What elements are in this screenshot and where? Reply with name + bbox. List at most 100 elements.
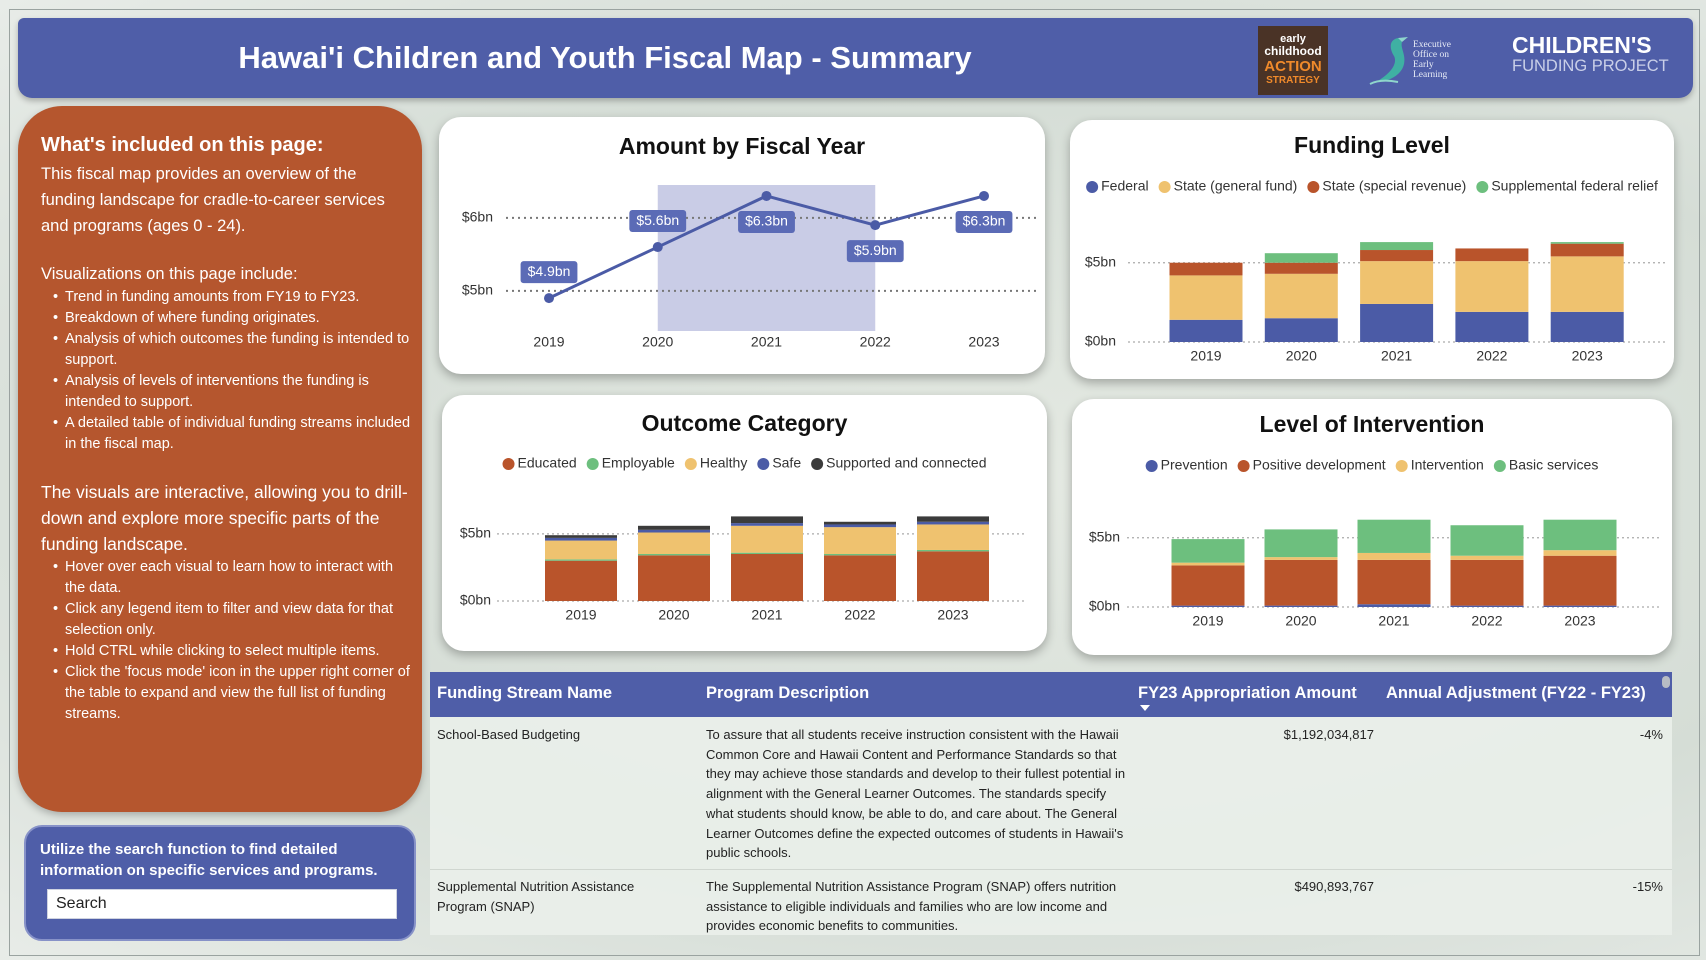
bar-segment[interactable] bbox=[1171, 565, 1245, 606]
column-header[interactable]: Program Description bbox=[706, 684, 870, 702]
bar-segment[interactable] bbox=[731, 552, 803, 554]
bar-segment[interactable] bbox=[1169, 262, 1243, 276]
bar-segment[interactable] bbox=[824, 524, 896, 528]
logo-text: STRATEGY bbox=[1266, 75, 1320, 86]
bar-segment[interactable] bbox=[1169, 275, 1243, 320]
bar-segment[interactable] bbox=[1543, 550, 1617, 556]
bar-segment[interactable] bbox=[731, 525, 803, 553]
y-tick-label: $6bn bbox=[462, 209, 493, 225]
bar-segment[interactable] bbox=[1264, 529, 1338, 558]
bar-segment[interactable] bbox=[1169, 319, 1243, 342]
bar-segment[interactable] bbox=[1550, 256, 1624, 312]
legend-swatch bbox=[1086, 181, 1099, 193]
point[interactable] bbox=[870, 220, 881, 231]
legend-item[interactable]: Supplemental federal relief bbox=[1476, 178, 1658, 194]
legend-item[interactable]: Positive development bbox=[1237, 457, 1386, 473]
bar-segment[interactable] bbox=[1357, 519, 1431, 553]
x-tick-label: 2020 bbox=[658, 607, 689, 623]
legend-item[interactable]: Employable bbox=[586, 455, 675, 471]
legend-item[interactable]: Prevention bbox=[1145, 457, 1228, 473]
bar-segment[interactable] bbox=[824, 521, 896, 525]
sort-arrow[interactable] bbox=[1140, 705, 1150, 712]
value-label-box bbox=[955, 210, 1013, 233]
bar-segment[interactable] bbox=[1450, 525, 1524, 556]
bar-segment[interactable] bbox=[1171, 539, 1245, 563]
legend-item[interactable]: Basic services bbox=[1493, 457, 1598, 473]
legend-item[interactable]: Intervention bbox=[1395, 457, 1484, 473]
point[interactable] bbox=[652, 242, 663, 253]
bar-segment[interactable] bbox=[1450, 559, 1524, 606]
bar-segment[interactable] bbox=[545, 537, 617, 541]
bar-segment[interactable] bbox=[1360, 303, 1434, 342]
bar-segment[interactable] bbox=[545, 540, 617, 560]
bar-segment[interactable] bbox=[545, 560, 617, 601]
column-header[interactable]: Annual Adjustment (FY22 - FY23) bbox=[1386, 684, 1646, 702]
bar-segment[interactable] bbox=[917, 516, 989, 522]
bar-segment[interactable] bbox=[1455, 248, 1529, 262]
bar-segment[interactable] bbox=[638, 555, 710, 601]
column-header[interactable]: Funding Stream Name bbox=[437, 684, 613, 702]
search-input[interactable]: Search bbox=[47, 889, 397, 919]
x-tick-label: 2020 bbox=[1286, 348, 1317, 364]
bar-segment[interactable] bbox=[1264, 273, 1338, 319]
bar-segment[interactable] bbox=[1264, 253, 1338, 263]
legend-label: Educated bbox=[518, 455, 577, 471]
logo-text: CHILDREN'S bbox=[1512, 32, 1652, 58]
bar-segment[interactable] bbox=[731, 516, 803, 524]
bar-segment[interactable] bbox=[1264, 318, 1338, 342]
bar-segment[interactable] bbox=[1357, 552, 1431, 560]
bar-segment[interactable] bbox=[1543, 605, 1617, 607]
legend-item[interactable]: State (special revenue) bbox=[1307, 178, 1466, 194]
bar-segment[interactable] bbox=[545, 559, 617, 561]
y-tick-label: $0bn bbox=[1085, 333, 1116, 349]
point[interactable] bbox=[761, 190, 772, 201]
bar-segment[interactable] bbox=[824, 554, 896, 556]
bar-segment[interactable] bbox=[1543, 555, 1617, 606]
bar-segment[interactable] bbox=[1264, 262, 1338, 274]
bar-segment[interactable] bbox=[1171, 605, 1245, 607]
bar-segment[interactable] bbox=[1455, 311, 1529, 342]
bar-segment[interactable] bbox=[1550, 242, 1624, 244]
bar-segment[interactable] bbox=[1455, 261, 1529, 312]
bar-segment[interactable] bbox=[1550, 311, 1624, 342]
bar-segment[interactable] bbox=[638, 525, 710, 530]
bar-segment[interactable] bbox=[917, 549, 989, 552]
value-label-box bbox=[520, 261, 578, 284]
bar-segment[interactable] bbox=[731, 554, 803, 601]
bar-segment[interactable] bbox=[1543, 519, 1617, 551]
legend-label: Supplemental federal relief bbox=[1491, 178, 1658, 194]
bar-segment[interactable] bbox=[1357, 604, 1431, 607]
legend-item[interactable]: Healthy bbox=[684, 455, 747, 471]
legend-item[interactable]: Safe bbox=[757, 455, 801, 471]
bar-segment[interactable] bbox=[1264, 559, 1338, 606]
logo-text: Learning bbox=[1413, 70, 1448, 80]
bar-segment[interactable] bbox=[1450, 605, 1524, 607]
legend-item[interactable]: State (general fund) bbox=[1158, 178, 1298, 194]
bar-segment[interactable] bbox=[917, 521, 989, 525]
bar-segment[interactable] bbox=[1171, 562, 1245, 566]
bar-segment[interactable] bbox=[824, 527, 896, 554]
bar-segment[interactable] bbox=[824, 555, 896, 601]
scrollbar[interactable] bbox=[1662, 676, 1670, 688]
bar-segment[interactable] bbox=[638, 532, 710, 554]
point[interactable] bbox=[979, 190, 989, 201]
bar-segment[interactable] bbox=[1450, 555, 1524, 560]
legend-item[interactable]: Federal bbox=[1086, 178, 1149, 194]
bar-segment[interactable] bbox=[545, 535, 617, 538]
point[interactable] bbox=[544, 293, 554, 304]
legend-item[interactable]: Educated bbox=[502, 455, 577, 471]
bar-segment[interactable] bbox=[1550, 243, 1624, 257]
bar-segment[interactable] bbox=[1357, 559, 1431, 605]
bar-segment[interactable] bbox=[638, 554, 710, 556]
bar-segment[interactable] bbox=[1360, 242, 1434, 251]
bar-segment[interactable] bbox=[1360, 261, 1434, 304]
bar-segment[interactable] bbox=[1264, 605, 1338, 607]
bar-segment[interactable] bbox=[917, 524, 989, 550]
column-header[interactable]: FY23 Appropriation Amount bbox=[1138, 684, 1357, 702]
bar-segment[interactable] bbox=[1360, 250, 1434, 262]
bar-segment[interactable] bbox=[638, 529, 710, 533]
legend-item[interactable]: Supported and connected bbox=[811, 455, 986, 471]
bar-segment[interactable] bbox=[917, 551, 989, 601]
bar-segment[interactable] bbox=[731, 523, 803, 526]
bar-segment[interactable] bbox=[1264, 557, 1338, 560]
